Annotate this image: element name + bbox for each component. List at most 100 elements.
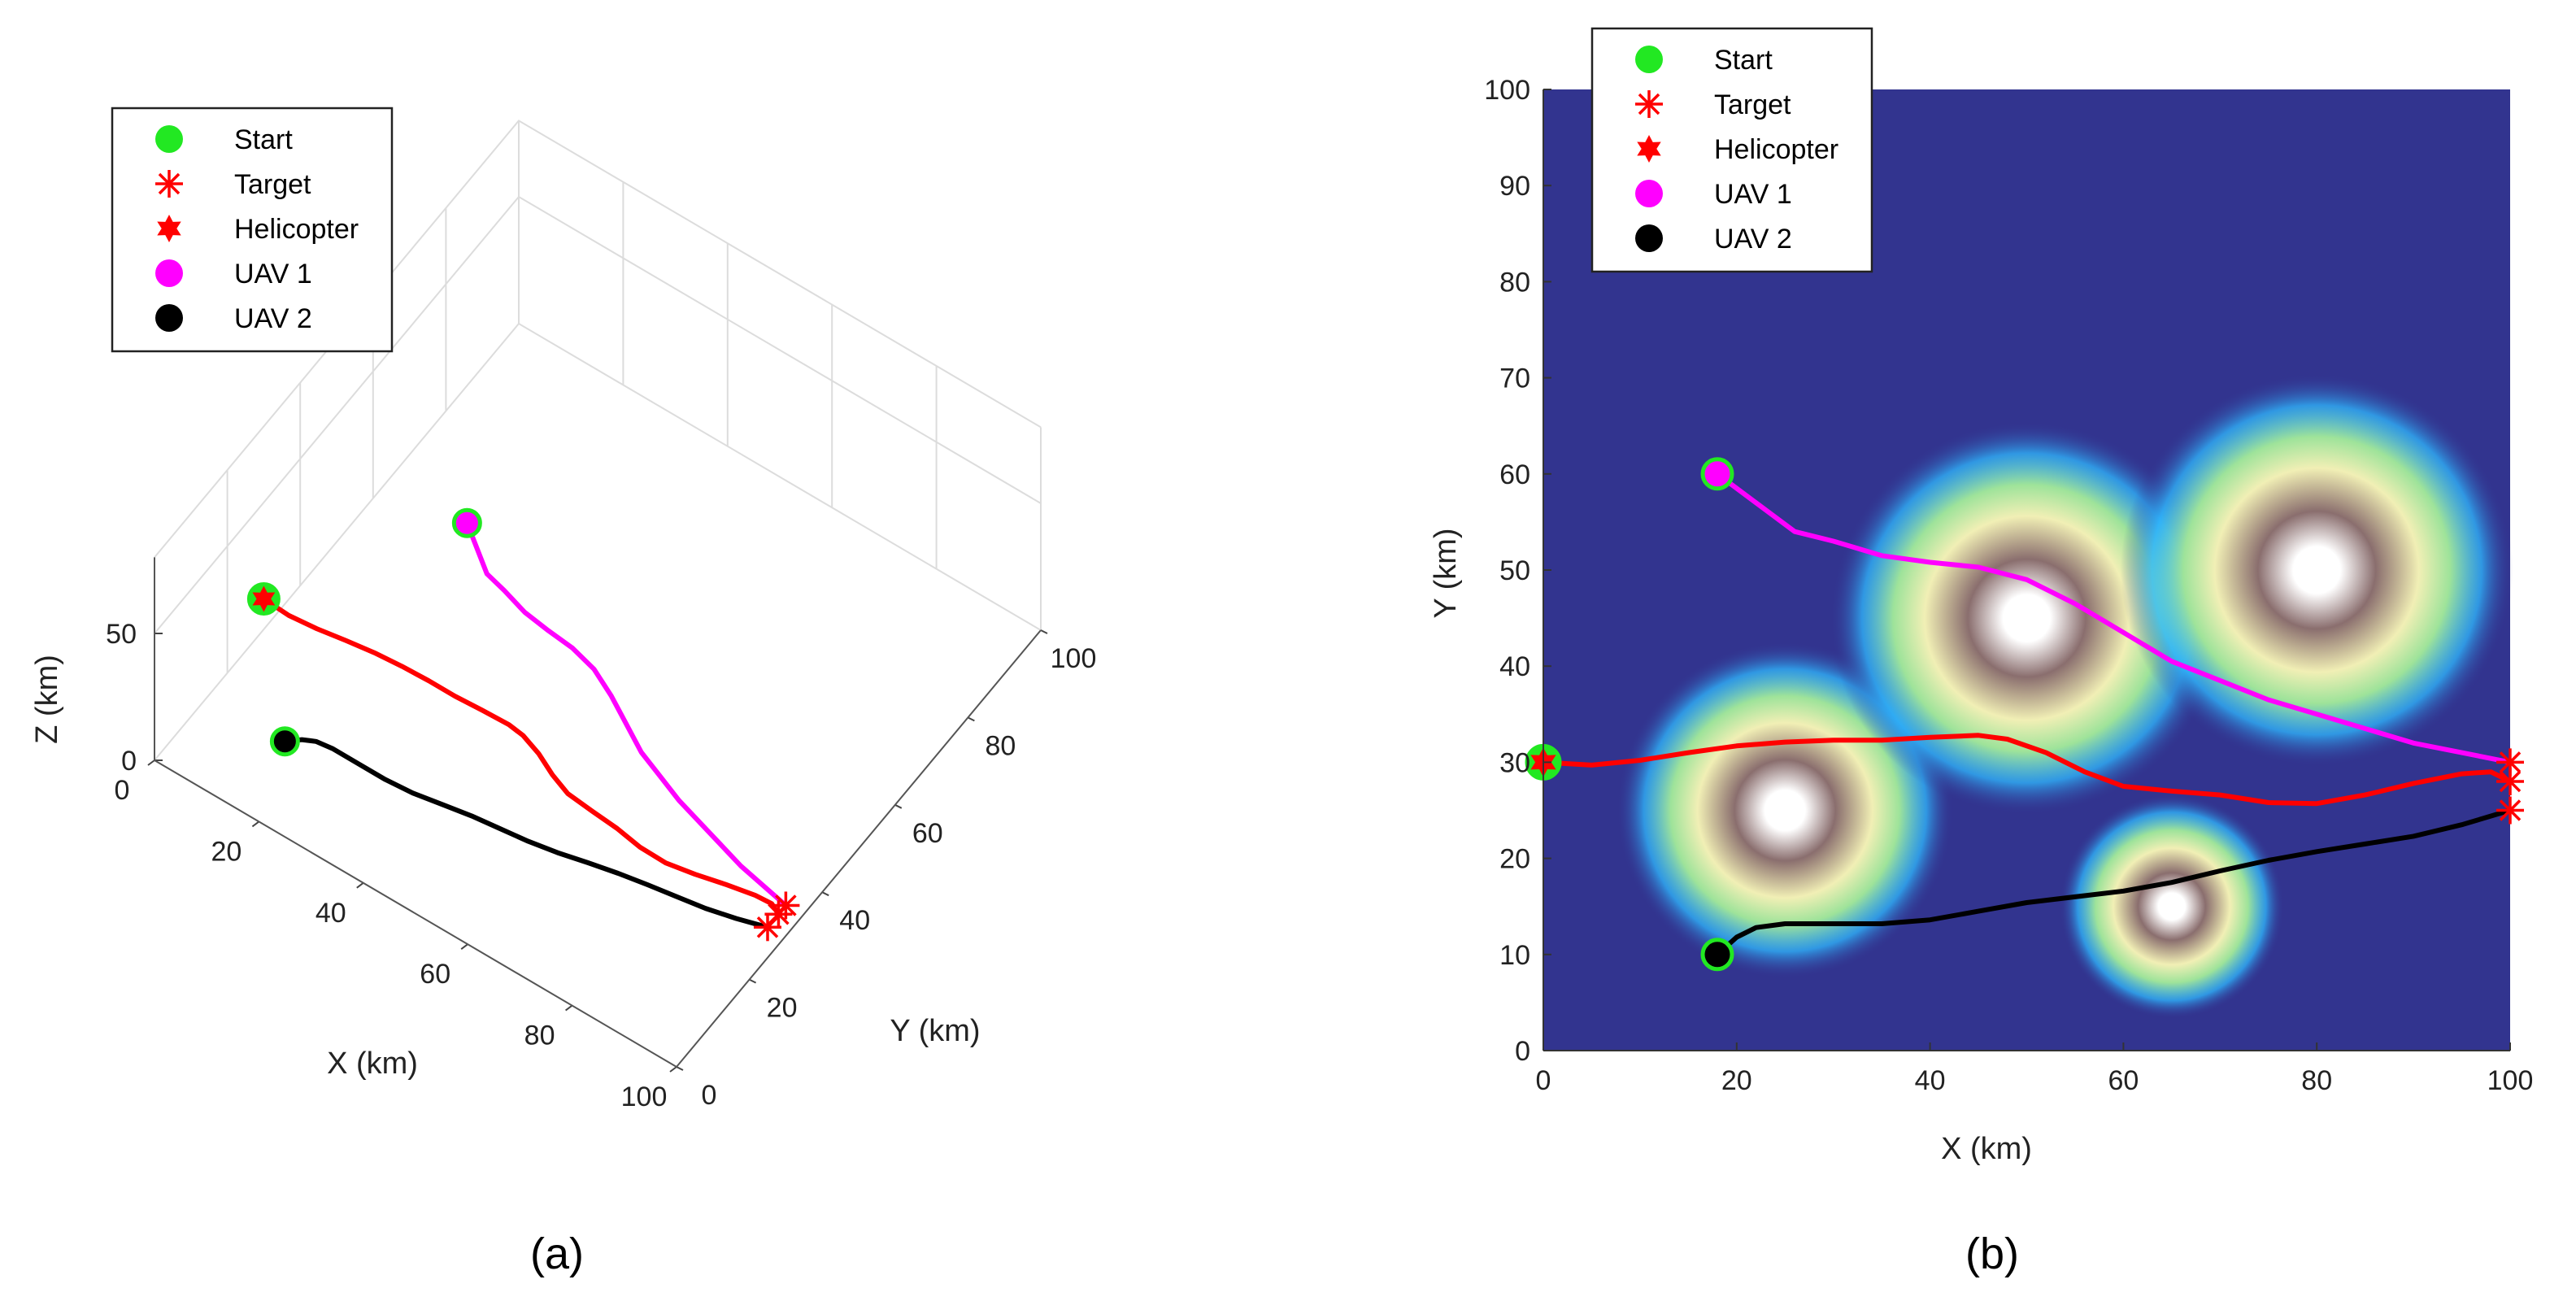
a-terrain-patch <box>623 669 637 695</box>
a-terrain-patch <box>499 617 514 627</box>
a-terrain-patch <box>522 629 537 638</box>
a-terrain-patch <box>425 629 440 641</box>
a-terrain-patch <box>393 646 407 652</box>
a-terrain-patch <box>772 650 787 662</box>
a-terrain-patch <box>707 692 721 699</box>
a-terrain-patch <box>703 703 717 709</box>
a-terrain-patch <box>594 619 608 622</box>
a-terrain-patch <box>707 751 721 770</box>
a-terrain-patch <box>368 822 382 836</box>
b-y-tick-label: 100 <box>1484 75 1530 106</box>
a-terrain-patch <box>653 668 668 682</box>
a-terrain-patch <box>369 644 384 649</box>
a-terrain-patch <box>420 713 434 734</box>
a-terrain-patch <box>690 751 704 769</box>
a-terrain-patch <box>611 858 625 870</box>
a-terrain-patch <box>717 697 732 707</box>
a-terrain-patch <box>885 747 899 759</box>
a-grid-line <box>154 322 1042 761</box>
a-terrain-patch <box>561 615 576 619</box>
a-terrain-patch <box>628 780 642 799</box>
a-terrain-patch <box>568 606 582 629</box>
a-terrain-patch <box>289 693 303 703</box>
a-terrain-patch <box>666 771 681 785</box>
a-terrain-patch <box>697 707 711 714</box>
a-terrain-patch <box>820 738 834 749</box>
a-terrain-patch <box>286 655 301 666</box>
a-terrain-patch <box>407 647 422 655</box>
a-terrain-patch <box>431 747 446 766</box>
a-terrain-patch <box>796 652 811 664</box>
a-terrain-patch <box>458 739 472 754</box>
a-terrain-patch <box>448 663 463 673</box>
a-terrain-patch <box>486 653 501 662</box>
a-terrain-patch <box>851 763 866 776</box>
a-terrain-patch <box>515 940 529 955</box>
b-x-tick-label: 100 <box>2487 1065 2534 1096</box>
a-terrain-patch <box>590 612 605 619</box>
a-terrain-patch <box>400 831 415 844</box>
a-terrain-patch <box>633 599 647 611</box>
a-terrain-patch <box>338 827 353 840</box>
a-terrain-patch <box>710 718 724 736</box>
a-terrain-patch <box>418 807 433 821</box>
a-terrain-patch <box>616 743 631 768</box>
a-terrain-patch <box>757 680 772 689</box>
a-terrain-patch <box>509 806 524 820</box>
a-terrain-patch <box>768 695 782 701</box>
a-terrain-patch <box>376 694 390 722</box>
a-terrain-patch <box>297 690 311 702</box>
a-terrain-patch <box>553 939 568 955</box>
a-terrain-patch <box>403 809 418 824</box>
a-terrain-patch <box>378 722 393 750</box>
a-terrain-patch <box>851 694 865 707</box>
b-legend-marker-target-stroke <box>1638 93 1660 115</box>
a-terrain-patch <box>626 855 641 868</box>
a-terrain-patch <box>417 694 432 713</box>
a-terrain-patch <box>303 807 318 820</box>
a-terrain-patch <box>876 742 890 754</box>
a-terrain-patch <box>545 598 559 613</box>
a-terrain-patch <box>811 726 825 738</box>
a-terrain-patch <box>750 782 764 810</box>
a-terrain-patch <box>598 936 612 949</box>
a-terrain-patch <box>308 695 323 712</box>
a-terrain-patch <box>665 812 680 827</box>
a-terrain-patch <box>853 707 868 718</box>
a-terrain-patch <box>670 631 685 642</box>
a-terrain-patch <box>462 687 476 698</box>
a-terrain-patch <box>592 905 607 921</box>
a-terrain-patch <box>620 611 635 620</box>
a-terrain-patch <box>667 619 681 630</box>
a-terrain-patch <box>314 723 329 740</box>
a-terrain-patch <box>463 880 478 892</box>
a-terrain-patch <box>493 868 507 877</box>
a-terrain-patch <box>788 798 803 822</box>
a-terrain-patch <box>731 668 746 678</box>
a-target-helicopter <box>764 900 793 929</box>
a-terrain-patch <box>742 681 756 690</box>
a-terrain-patch <box>607 727 622 755</box>
a-terrain-patch <box>370 619 385 630</box>
b-path-uav-2 <box>1715 807 2513 957</box>
a-terrain-patch <box>677 830 691 846</box>
a-terrain-patch <box>890 772 904 784</box>
a-terrain-patch <box>663 759 677 773</box>
a-terrain-patch <box>363 625 378 636</box>
a-terrain-patch <box>545 783 559 803</box>
a-terrain-patch <box>767 865 781 882</box>
a-terrain-patch <box>865 693 880 705</box>
a-terrain-patch <box>781 683 795 692</box>
b-y-tick-label: 20 <box>1499 844 1530 875</box>
a-terrain-patch <box>446 715 461 729</box>
a-terrain-patch <box>483 666 498 678</box>
a-y-tick-label: 20 <box>767 993 798 1024</box>
a-terrain-patch <box>805 724 820 737</box>
a-terrain-patch <box>586 601 601 609</box>
a-terrain-patch <box>567 681 581 714</box>
a-terrain-patch <box>612 577 627 590</box>
a-terrain-patch <box>802 893 816 907</box>
a-terrain-patch <box>289 667 304 677</box>
a-terrain-patch <box>519 628 533 642</box>
a-terrain-patch <box>798 664 813 676</box>
